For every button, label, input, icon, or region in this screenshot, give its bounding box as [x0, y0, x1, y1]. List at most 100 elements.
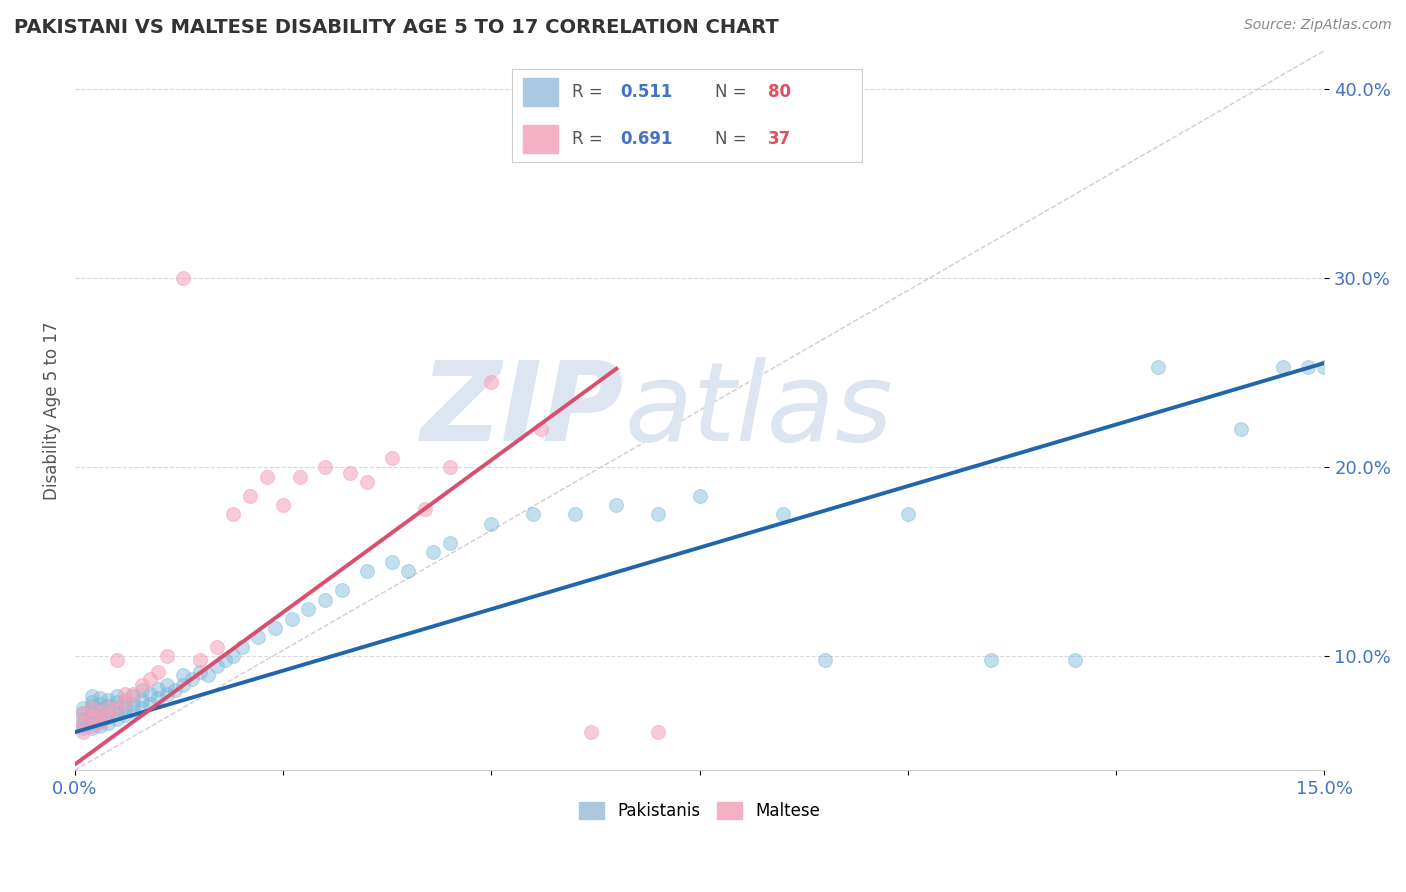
Point: [180, 672, 202, 686]
Point: [139, 672, 162, 686]
Point: [89, 697, 111, 711]
Point: [380, 555, 402, 569]
Point: [72, 725, 94, 739]
Point: [80, 719, 103, 733]
Point: [1063, 653, 1085, 667]
Point: [131, 700, 153, 714]
Point: [214, 653, 236, 667]
Point: [980, 653, 1002, 667]
Point: [89, 719, 111, 733]
Point: [114, 695, 136, 709]
Point: [156, 687, 179, 701]
Point: [264, 621, 287, 635]
Point: [97, 715, 120, 730]
Point: [1296, 359, 1319, 374]
Point: [288, 469, 311, 483]
Point: [205, 659, 228, 673]
Point: [772, 508, 794, 522]
Point: [80, 700, 103, 714]
Point: [256, 469, 278, 483]
Text: ZIP: ZIP: [422, 357, 624, 464]
Point: [1271, 359, 1294, 374]
Point: [647, 508, 669, 522]
Point: [163, 683, 186, 698]
Point: [131, 683, 153, 698]
Point: [122, 697, 145, 711]
Point: [80, 710, 103, 724]
Point: [89, 714, 111, 728]
Point: [97, 710, 120, 724]
Point: [131, 693, 153, 707]
Point: [439, 460, 461, 475]
Point: [564, 508, 586, 522]
Point: [188, 653, 211, 667]
Point: [114, 687, 136, 701]
Point: [156, 678, 179, 692]
Point: [172, 668, 194, 682]
Point: [72, 717, 94, 731]
Point: [72, 700, 94, 714]
Point: [339, 466, 361, 480]
Point: [105, 653, 128, 667]
Point: [105, 689, 128, 703]
Point: [172, 678, 194, 692]
Point: [105, 712, 128, 726]
Point: [188, 665, 211, 679]
Point: [222, 649, 245, 664]
Point: [581, 725, 603, 739]
Point: [80, 689, 103, 703]
Point: [422, 545, 444, 559]
Point: [72, 706, 94, 721]
Point: [481, 375, 503, 389]
Point: [148, 665, 170, 679]
Point: [1146, 359, 1168, 374]
Point: [605, 498, 627, 512]
Point: [356, 564, 378, 578]
Text: Source: ZipAtlas.com: Source: ZipAtlas.com: [1244, 18, 1392, 32]
Point: [413, 501, 436, 516]
Point: [114, 708, 136, 723]
Point: [396, 564, 419, 578]
Point: [380, 450, 402, 465]
Point: [72, 712, 94, 726]
Point: [97, 698, 120, 713]
Point: [897, 508, 920, 522]
Point: [481, 516, 503, 531]
Point: [89, 706, 111, 721]
Point: [530, 422, 553, 436]
Point: [122, 689, 145, 703]
Point: [89, 702, 111, 716]
Point: [105, 700, 128, 714]
Point: [247, 631, 270, 645]
Point: [156, 649, 179, 664]
Point: [148, 691, 170, 706]
Point: [89, 715, 111, 730]
Point: [80, 710, 103, 724]
Point: [314, 592, 336, 607]
Point: [80, 695, 103, 709]
Point: [297, 602, 319, 616]
Point: [271, 498, 294, 512]
Point: [1230, 422, 1253, 436]
Point: [205, 640, 228, 654]
Point: [97, 704, 120, 718]
Point: [72, 715, 94, 730]
Text: atlas: atlas: [624, 357, 893, 464]
Point: [814, 653, 837, 667]
Point: [330, 583, 353, 598]
Point: [80, 698, 103, 713]
Point: [139, 697, 162, 711]
Point: [356, 475, 378, 490]
Point: [122, 687, 145, 701]
Text: PAKISTANI VS MALTESE DISABILITY AGE 5 TO 17 CORRELATION CHART: PAKISTANI VS MALTESE DISABILITY AGE 5 TO…: [14, 18, 779, 37]
Point: [239, 489, 262, 503]
Point: [122, 704, 145, 718]
Point: [1313, 359, 1336, 374]
Y-axis label: Disability Age 5 to 17: Disability Age 5 to 17: [44, 321, 60, 500]
Point: [131, 678, 153, 692]
Point: [80, 722, 103, 736]
Point: [72, 706, 94, 721]
Point: [89, 691, 111, 706]
Point: [80, 704, 103, 718]
Point: [231, 640, 253, 654]
